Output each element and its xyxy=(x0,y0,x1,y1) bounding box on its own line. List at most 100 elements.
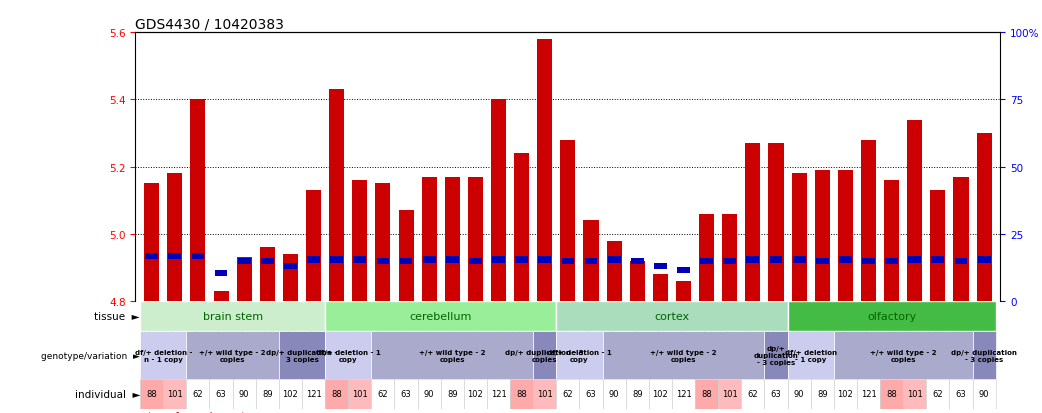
Bar xyxy=(908,120,922,301)
Text: 102: 102 xyxy=(468,389,483,399)
Bar xyxy=(606,241,622,301)
Bar xyxy=(625,379,649,409)
Bar xyxy=(441,379,464,409)
Bar xyxy=(765,379,788,409)
Bar xyxy=(191,100,205,301)
Text: 88: 88 xyxy=(701,389,712,399)
Bar xyxy=(140,379,164,409)
Bar xyxy=(816,259,828,265)
Bar xyxy=(446,257,458,263)
Text: 90: 90 xyxy=(239,389,249,399)
Bar xyxy=(718,379,741,409)
Text: 63: 63 xyxy=(956,389,966,399)
Text: +/+ wild type - 2
copies: +/+ wild type - 2 copies xyxy=(870,349,937,362)
Bar xyxy=(953,177,968,301)
Text: GDS4430 / 10420383: GDS4430 / 10420383 xyxy=(135,18,284,32)
Bar xyxy=(209,379,232,409)
Bar xyxy=(371,331,534,379)
Text: 90: 90 xyxy=(609,389,619,399)
Text: 88: 88 xyxy=(516,389,527,399)
Text: +/+ wild type - 2
copies: +/+ wild type - 2 copies xyxy=(199,349,266,362)
Bar xyxy=(282,254,298,301)
Bar xyxy=(972,331,996,379)
Bar xyxy=(260,259,274,265)
Text: 89: 89 xyxy=(447,389,457,399)
Bar xyxy=(770,257,783,263)
Bar xyxy=(793,257,805,263)
Text: +/+ wild type - 2
copies: +/+ wild type - 2 copies xyxy=(650,349,717,362)
Text: 89: 89 xyxy=(817,389,827,399)
Bar xyxy=(815,171,829,301)
Text: 101: 101 xyxy=(167,389,182,399)
Bar xyxy=(903,379,926,409)
Bar xyxy=(330,257,343,263)
Bar xyxy=(469,259,481,265)
Bar xyxy=(932,257,944,263)
Bar xyxy=(515,257,528,263)
Bar xyxy=(325,379,348,409)
Text: 102: 102 xyxy=(838,389,853,399)
Text: +/+ wild type - 2
copies: +/+ wild type - 2 copies xyxy=(419,349,486,362)
Bar xyxy=(145,254,158,259)
Bar xyxy=(418,379,441,409)
Bar xyxy=(423,257,436,263)
Text: 121: 121 xyxy=(861,389,876,399)
Text: 90: 90 xyxy=(978,389,990,399)
Bar xyxy=(348,379,371,409)
Text: 62: 62 xyxy=(193,389,203,399)
Bar xyxy=(561,140,575,301)
Text: 90: 90 xyxy=(794,389,804,399)
Bar xyxy=(534,379,556,409)
Bar xyxy=(607,257,621,263)
Bar xyxy=(398,211,414,301)
Bar xyxy=(886,259,898,265)
Text: 101: 101 xyxy=(537,389,552,399)
Text: 88: 88 xyxy=(887,389,897,399)
Bar xyxy=(653,275,668,301)
Bar xyxy=(584,221,598,301)
Text: genotype/variation  ►: genotype/variation ► xyxy=(42,351,140,360)
Text: dp/+ duplication - 3
copies: dp/+ duplication - 3 copies xyxy=(505,349,585,362)
Bar xyxy=(700,259,713,265)
Bar xyxy=(585,259,597,265)
Text: 62: 62 xyxy=(747,389,759,399)
Text: 121: 121 xyxy=(491,389,506,399)
Bar xyxy=(232,379,255,409)
Bar xyxy=(192,254,204,259)
Text: df/+ deletion - 1
copy: df/+ deletion - 1 copy xyxy=(547,349,612,362)
Bar xyxy=(140,301,325,331)
Text: 62: 62 xyxy=(563,389,573,399)
Bar xyxy=(259,248,275,301)
Bar xyxy=(329,90,344,301)
Bar xyxy=(861,140,876,301)
Bar xyxy=(325,331,371,379)
Bar xyxy=(445,177,460,301)
Text: ■ transformed count: ■ transformed count xyxy=(135,411,246,413)
Bar xyxy=(976,134,992,301)
Bar xyxy=(169,254,181,259)
Bar xyxy=(164,379,187,409)
Bar xyxy=(722,214,738,301)
Bar xyxy=(723,259,736,265)
Bar xyxy=(788,331,834,379)
Bar xyxy=(353,257,366,263)
Text: df/+ deletion
- 1 copy: df/+ deletion - 1 copy xyxy=(785,349,837,362)
Bar xyxy=(792,174,807,301)
Text: 102: 102 xyxy=(652,389,668,399)
Bar xyxy=(880,379,903,409)
Text: 62: 62 xyxy=(933,389,943,399)
Text: 88: 88 xyxy=(331,389,342,399)
Text: dp/+ duplication
- 3 copies: dp/+ duplication - 3 copies xyxy=(951,349,1017,362)
Bar xyxy=(602,331,765,379)
Bar xyxy=(371,379,395,409)
Text: individual  ►: individual ► xyxy=(75,389,140,399)
Bar xyxy=(677,267,690,273)
Bar xyxy=(788,379,811,409)
Bar xyxy=(972,379,996,409)
Bar xyxy=(464,379,487,409)
Text: 63: 63 xyxy=(771,389,782,399)
Bar xyxy=(556,379,579,409)
Text: brain stem: brain stem xyxy=(202,311,263,321)
Bar xyxy=(630,259,644,265)
Bar xyxy=(237,258,252,301)
